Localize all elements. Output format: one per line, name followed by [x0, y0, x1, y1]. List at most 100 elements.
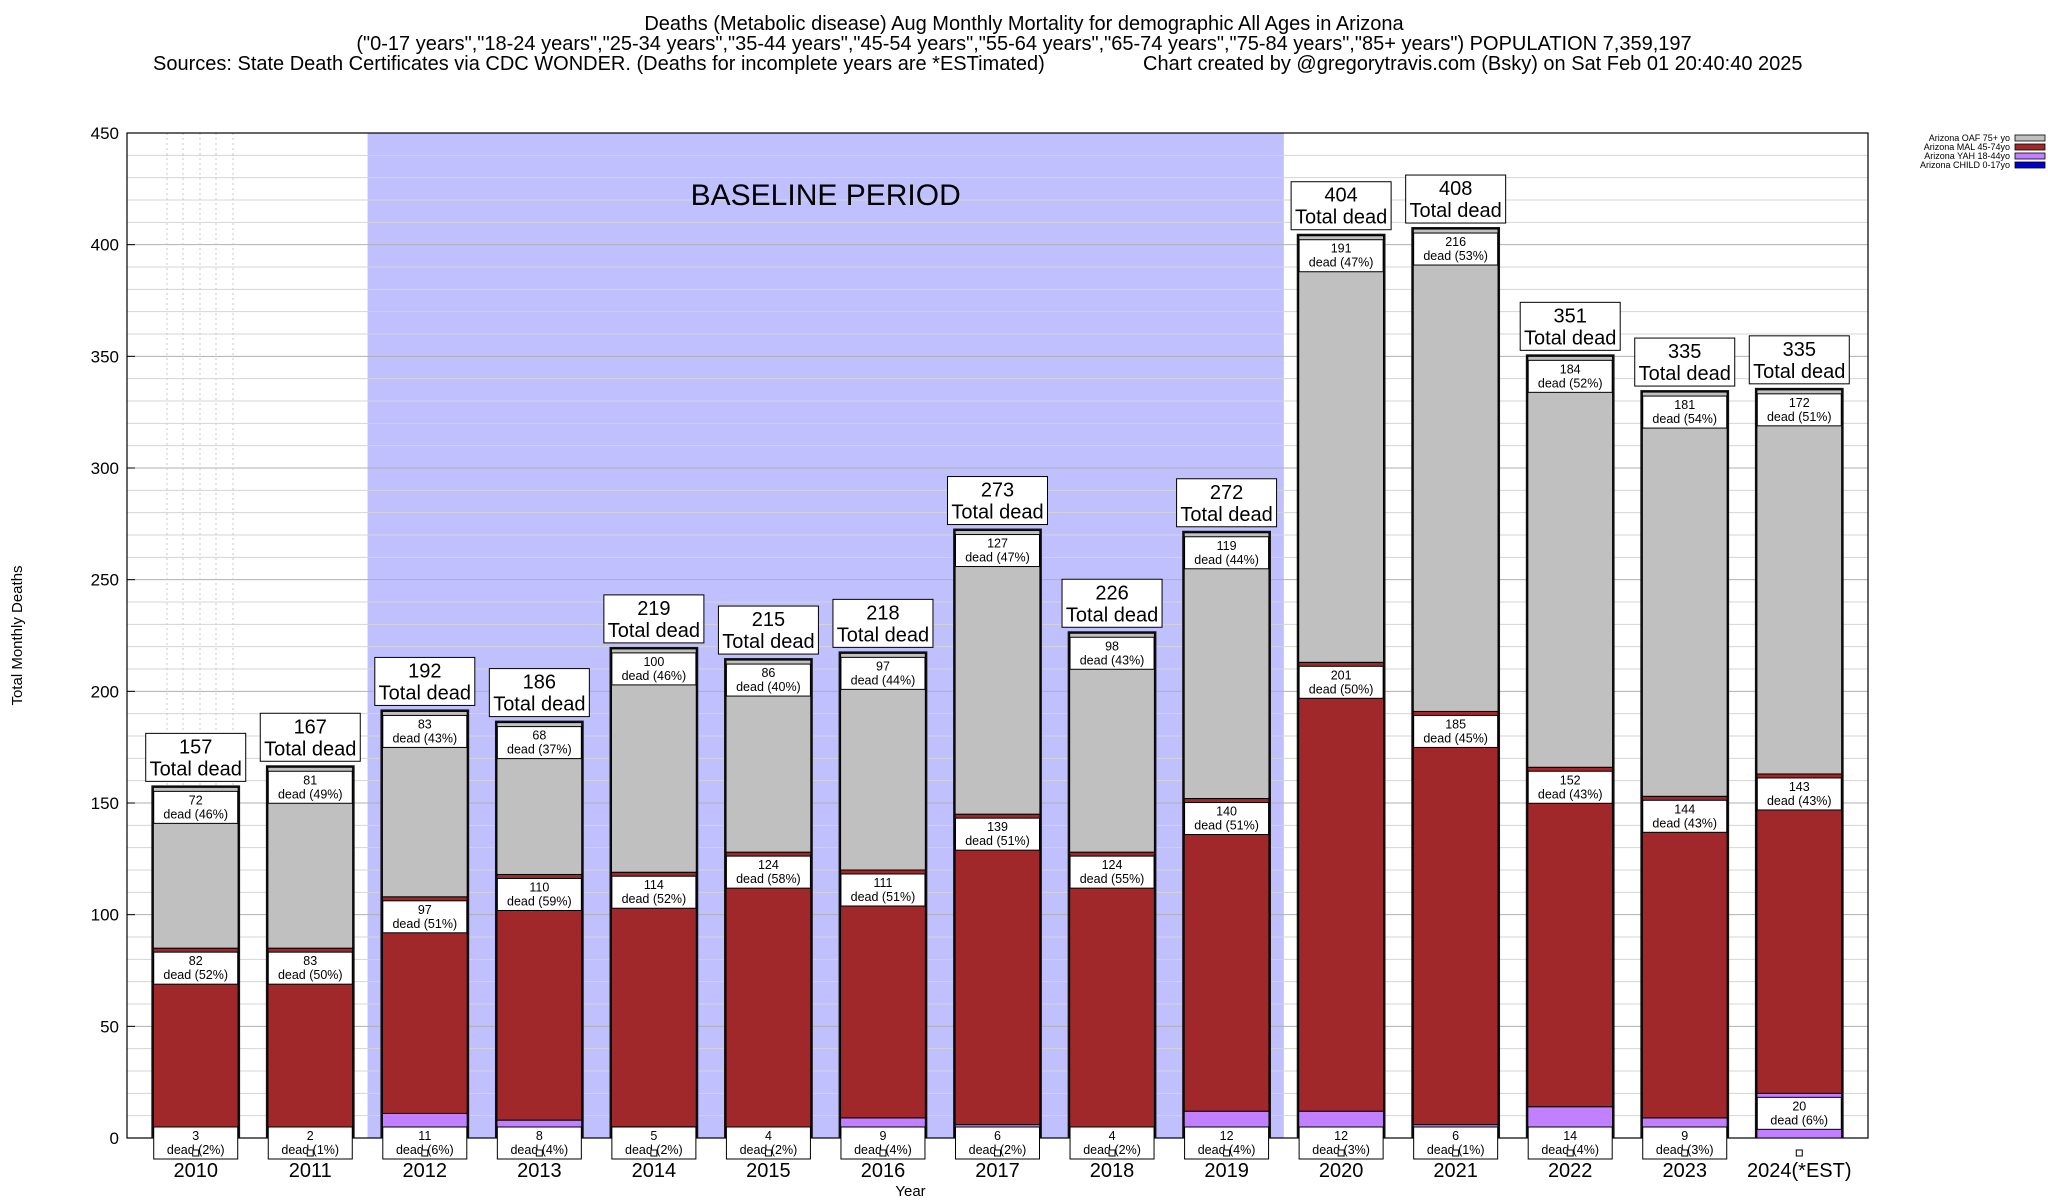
oaf-label-value: 127	[987, 537, 1008, 551]
child-marker	[994, 1149, 1001, 1157]
total-label: Total dead	[608, 620, 700, 642]
bar-mal	[1756, 773, 1843, 1094]
bar-mal	[1641, 795, 1728, 1119]
total-label: Total dead	[1524, 327, 1616, 349]
total-box	[1519, 301, 1621, 351]
chart-subtitle: ("0-17 years","18-24 years","25-34 years…	[356, 33, 1692, 55]
total-value: 272	[1210, 482, 1243, 504]
legend-swatch	[2014, 134, 2046, 142]
yah-label-value: 9	[1681, 1129, 1688, 1143]
mal-label-value: 124	[758, 858, 779, 872]
x-tick-label: 2021	[1433, 1160, 1478, 1182]
total-label: Total dead	[1753, 361, 1845, 383]
total-label: Total dead	[1295, 207, 1387, 229]
oaf-label-value: 68	[532, 729, 546, 743]
total-box	[1748, 335, 1850, 385]
child-marker	[650, 1149, 658, 1157]
total-label: Total dead	[150, 758, 242, 780]
oaf-label-value: 216	[1445, 235, 1466, 249]
mal-label-box	[725, 855, 811, 889]
total-value: 226	[1095, 582, 1128, 604]
oaf-label-pct: dead (40%)	[736, 680, 801, 694]
x-axis-label: Year	[895, 1183, 925, 1200]
total-value: 408	[1439, 178, 1472, 200]
mal-label-value: 97	[418, 903, 432, 917]
oaf-label-value: 83	[418, 717, 432, 731]
legend-label: Arizona MAL 45-74yo	[1924, 142, 2010, 152]
y-tick-label: 0	[110, 1129, 119, 1148]
bar-oaf	[1641, 391, 1728, 797]
total-box	[1290, 181, 1392, 231]
mal-label-value: 201	[1331, 668, 1352, 682]
bar-oaf	[1756, 389, 1843, 775]
chart-title: Deaths (Metabolic disease) Aug Monthly M…	[644, 13, 1404, 35]
mal-label-box	[955, 817, 1040, 851]
oaf-label-value: 119	[1217, 539, 1237, 553]
yah-label-value: 4	[765, 1129, 772, 1143]
bar-mal	[1527, 766, 1614, 1108]
mal-label-pct: dead (50%)	[1309, 682, 1374, 696]
oaf-label-value: 100	[643, 655, 664, 669]
oaf-label-box	[1298, 239, 1384, 273]
mal-label-pct: dead (51%)	[1194, 819, 1259, 833]
yah-label-value: 6	[1452, 1129, 1459, 1143]
mal-label-box	[1413, 714, 1499, 748]
mal-label-box	[496, 877, 582, 911]
child-marker	[1337, 1149, 1345, 1157]
mal-label-value: 114	[644, 878, 664, 892]
bar-mal	[611, 871, 697, 1128]
mal-label-box	[1184, 802, 1270, 836]
legend-swatch	[2014, 143, 2046, 151]
mal-label-pct: dead (55%)	[1080, 872, 1145, 886]
mal-label-box	[1527, 770, 1613, 804]
mal-label-pct: dead (51%)	[392, 917, 457, 931]
legend-label: Arizona YAH 18-44yo	[1924, 151, 2010, 161]
oaf-label-value: 72	[189, 793, 203, 807]
y-axis-label: Total Monthly Deaths	[9, 565, 26, 705]
oaf-label-value: 184	[1560, 362, 1581, 376]
mal-label-value: 144	[1674, 802, 1695, 816]
x-tick-label: 2023	[1662, 1160, 1707, 1182]
yah-label-value: 11	[418, 1129, 431, 1143]
mal-label-value: 140	[1216, 805, 1237, 819]
sources-text: Sources: State Death Certificates via CD…	[153, 53, 1045, 75]
bar-mal	[496, 873, 583, 1121]
oaf-label-pct: dead (52%)	[1538, 376, 1603, 390]
bar-mal	[954, 813, 1041, 1126]
oaf-label-pct: dead (44%)	[1194, 553, 1259, 567]
yah-label-value: 5	[650, 1129, 657, 1143]
child-marker	[1452, 1149, 1460, 1157]
oaf-label-pct: dead (49%)	[278, 787, 343, 801]
oaf-label-pct: dead (47%)	[965, 551, 1030, 565]
oaf-label-box	[153, 790, 239, 824]
total-label: Total dead	[264, 738, 356, 760]
total-box	[603, 594, 705, 644]
y-tick-label: 300	[91, 459, 119, 478]
mal-label-pct: dead (58%)	[736, 872, 801, 886]
x-tick-label: 2012	[403, 1160, 448, 1182]
oaf-label-box	[1413, 232, 1499, 266]
child-marker	[1681, 1149, 1689, 1157]
yah-label-pct: dead (6%)	[1770, 1113, 1828, 1127]
bar-mal	[1298, 661, 1384, 1112]
total-value: 335	[1668, 341, 1701, 363]
x-tick-label: 2011	[289, 1160, 332, 1182]
total-box	[145, 732, 247, 782]
oaf-label-pct: dead (46%)	[622, 669, 687, 683]
child-marker	[764, 1149, 772, 1157]
y-tick-label: 350	[91, 347, 119, 366]
total-box	[488, 668, 590, 718]
yah-label-box	[1756, 1096, 1842, 1130]
oaf-label-box	[382, 714, 468, 748]
total-label: Total dead	[837, 624, 929, 646]
bar-oaf	[1298, 235, 1384, 663]
total-label: Total dead	[1180, 504, 1272, 526]
legend-label: Arizona CHILD 0-17yo	[1920, 160, 2010, 170]
mal-label-value: 124	[1102, 858, 1123, 872]
total-value: 351	[1554, 305, 1587, 327]
mal-label-box	[1642, 799, 1728, 833]
mal-label-pct: dead (51%)	[965, 834, 1030, 848]
x-tick-label: 2013	[517, 1160, 562, 1182]
oaf-label-pct: dead (46%)	[163, 807, 228, 821]
bar-oaf	[954, 530, 1041, 815]
